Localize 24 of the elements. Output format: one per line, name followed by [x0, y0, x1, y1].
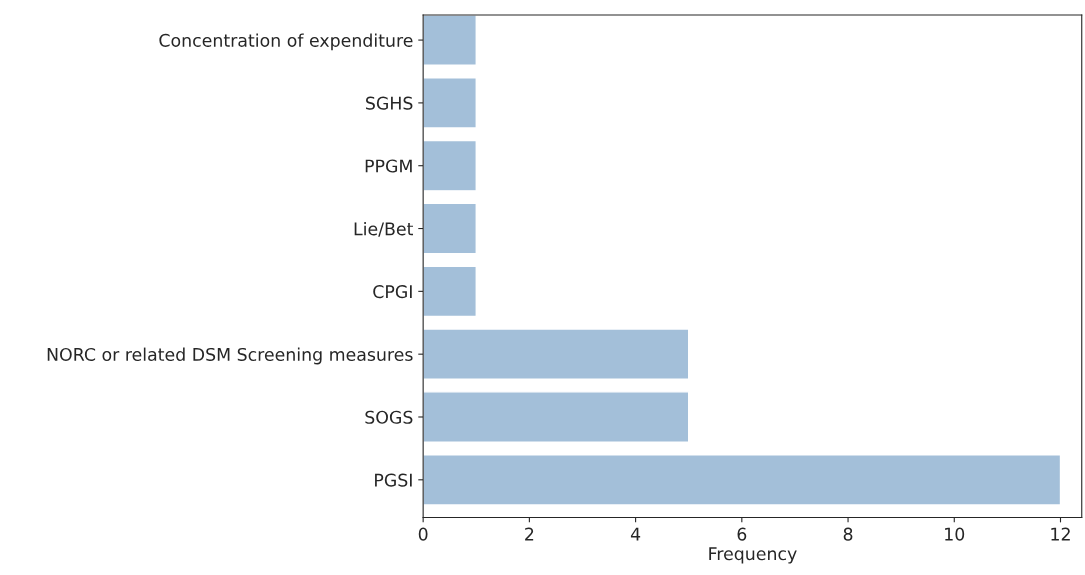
- y-tick-label: PPGM: [365, 159, 412, 173]
- bar: [423, 77, 477, 129]
- bar: [423, 202, 477, 255]
- x-tick-label: 0: [418, 527, 428, 541]
- bar: [423, 391, 690, 443]
- y-tick-label: Concentration of expenditure: [159, 33, 413, 51]
- bar: [423, 265, 477, 318]
- x-tick-label: 8: [843, 527, 853, 541]
- x-tick-label: 4: [630, 527, 641, 541]
- y-tick-label: CPGI: [373, 285, 412, 299]
- y-tick-label: SOGS: [365, 410, 413, 424]
- bar: [423, 453, 1062, 506]
- x-tick-label: 10: [945, 527, 965, 541]
- x-axis-title: Frequency: [709, 547, 797, 564]
- y-tick-label: SGHS: [366, 96, 413, 110]
- bar: [423, 14, 477, 66]
- x-tick-label: 12: [1051, 527, 1070, 541]
- y-tick-label: NORC or related DSM Screening measures: [47, 347, 413, 365]
- bar: [423, 139, 477, 192]
- x-tick-label: 2: [525, 527, 534, 541]
- y-tick-label: PGSI: [375, 473, 412, 487]
- y-tick-label: Lie/Bet: [354, 221, 414, 237]
- x-tick-label: 6: [737, 527, 747, 541]
- bar: [423, 328, 690, 380]
